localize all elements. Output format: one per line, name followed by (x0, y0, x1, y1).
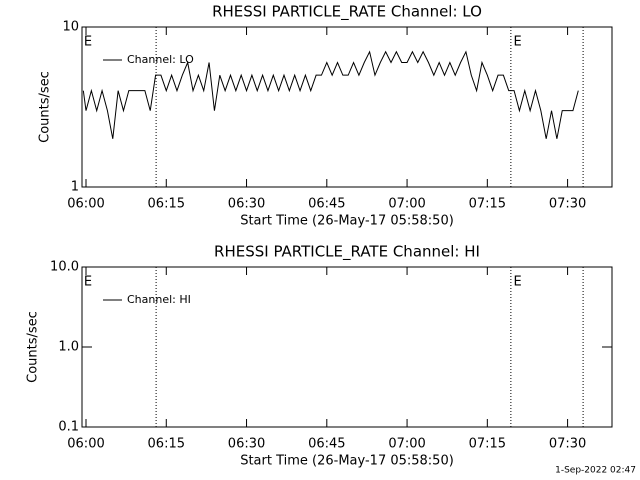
chart-title: RHESSI PARTICLE_RATE Channel: HI (214, 243, 480, 262)
x-tick-label: 06:00 (67, 197, 104, 212)
x-axis-label: Start Time (26-May-17 05:58:50) (240, 214, 454, 229)
x-tick-label: 06:30 (228, 437, 265, 452)
event-label: E (84, 275, 92, 290)
y-tick-label: 10.0 (50, 260, 79, 275)
x-tick-label: 07:30 (549, 197, 586, 212)
y-tick-label: 0.1 (58, 420, 79, 435)
event-label: E (514, 35, 522, 50)
x-tick-label: 07:00 (388, 197, 425, 212)
x-axis-label: Start Time (26-May-17 05:58:50) (240, 454, 454, 469)
y-tick-label: 1 (71, 180, 79, 195)
legend-label: Channel: LO (127, 53, 194, 66)
event-label: E (84, 35, 92, 50)
x-tick-label: 07:00 (388, 437, 425, 452)
x-tick-label: 07:15 (469, 197, 506, 212)
x-tick-label: 06:45 (308, 437, 345, 452)
data-line (82, 50, 579, 139)
y-axis-label: Counts/sec (38, 71, 53, 143)
x-tick-label: 07:30 (549, 437, 586, 452)
plot-frame (81, 26, 613, 188)
x-tick-label: 06:00 (67, 437, 104, 452)
y-tick-label: 10 (62, 20, 79, 35)
event-label: E (514, 275, 522, 290)
x-tick-label: 07:15 (469, 437, 506, 452)
chart-title: RHESSI PARTICLE_RATE Channel: LO (212, 3, 482, 22)
legend-label: Channel: HI (127, 293, 191, 306)
y-axis-label: Counts/sec (26, 311, 41, 383)
x-tick-label: 06:15 (148, 437, 185, 452)
plot-frame (81, 266, 613, 428)
x-tick-label: 06:30 (228, 197, 265, 212)
x-tick-label: 06:15 (148, 197, 185, 212)
x-tick-label: 06:45 (308, 197, 345, 212)
y-tick-label: 1.0 (58, 340, 79, 355)
footer: 1-Sep-2022 02:47 (555, 466, 636, 476)
